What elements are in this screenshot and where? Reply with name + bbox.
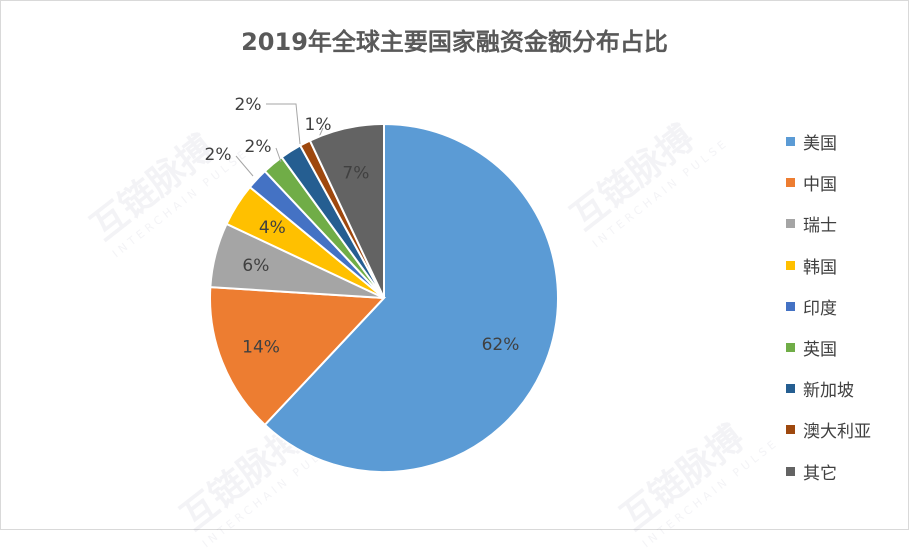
data-label: 62% xyxy=(482,335,520,355)
legend-label: 澳大利亚 xyxy=(803,422,871,443)
legend-item: 其它 xyxy=(786,451,871,492)
data-label: 6% xyxy=(242,256,269,276)
pie-slice xyxy=(263,122,559,473)
legend-label: 美国 xyxy=(803,134,837,155)
legend-item: 中国 xyxy=(786,162,871,203)
legend-label: 印度 xyxy=(803,298,837,319)
legend-swatch xyxy=(786,219,795,229)
legend-item: 美国 xyxy=(786,121,871,162)
legend-item: 英国 xyxy=(786,327,871,368)
chart-legend: 美国中国瑞士韩国印度英国新加坡澳大利亚其它 xyxy=(786,121,871,492)
legend-label: 瑞士 xyxy=(803,216,837,237)
legend-item: 韩国 xyxy=(786,245,871,286)
leader-line xyxy=(235,155,254,177)
legend-swatch xyxy=(786,425,795,435)
legend-item: 瑞士 xyxy=(786,203,871,244)
data-label: 2% xyxy=(235,95,262,115)
pie-chart: 62% 14% 6% 4% 2% 2% 2% 1% 7% xyxy=(205,95,559,473)
legend-item: 澳大利亚 xyxy=(786,409,871,450)
legend-swatch xyxy=(786,466,795,476)
chart-title: 2019年全球主要国家融资金额分布占比 xyxy=(241,28,668,56)
data-label: 4% xyxy=(259,218,286,238)
legend-swatch xyxy=(786,178,795,188)
pie-slice xyxy=(209,286,387,427)
legend-swatch xyxy=(786,343,795,353)
data-label: 2% xyxy=(245,137,272,157)
legend-label: 新加坡 xyxy=(803,381,854,402)
legend-label: 其它 xyxy=(803,463,837,484)
data-label: 7% xyxy=(342,163,369,183)
leader-line xyxy=(275,147,282,163)
legend-swatch xyxy=(786,260,795,270)
legend-swatch xyxy=(786,301,795,311)
legend-swatch xyxy=(786,384,795,394)
legend-item: 印度 xyxy=(786,286,871,327)
data-label: 1% xyxy=(305,115,332,135)
data-label: 14% xyxy=(242,338,280,358)
pie-slice xyxy=(308,122,385,299)
leader-line xyxy=(266,103,301,145)
legend-label: 韩国 xyxy=(803,257,837,278)
data-label: 2% xyxy=(205,145,232,165)
legend-label: 中国 xyxy=(803,175,837,196)
legend-item: 新加坡 xyxy=(786,368,871,409)
legend-label: 英国 xyxy=(803,340,837,361)
legend-swatch xyxy=(786,137,795,147)
